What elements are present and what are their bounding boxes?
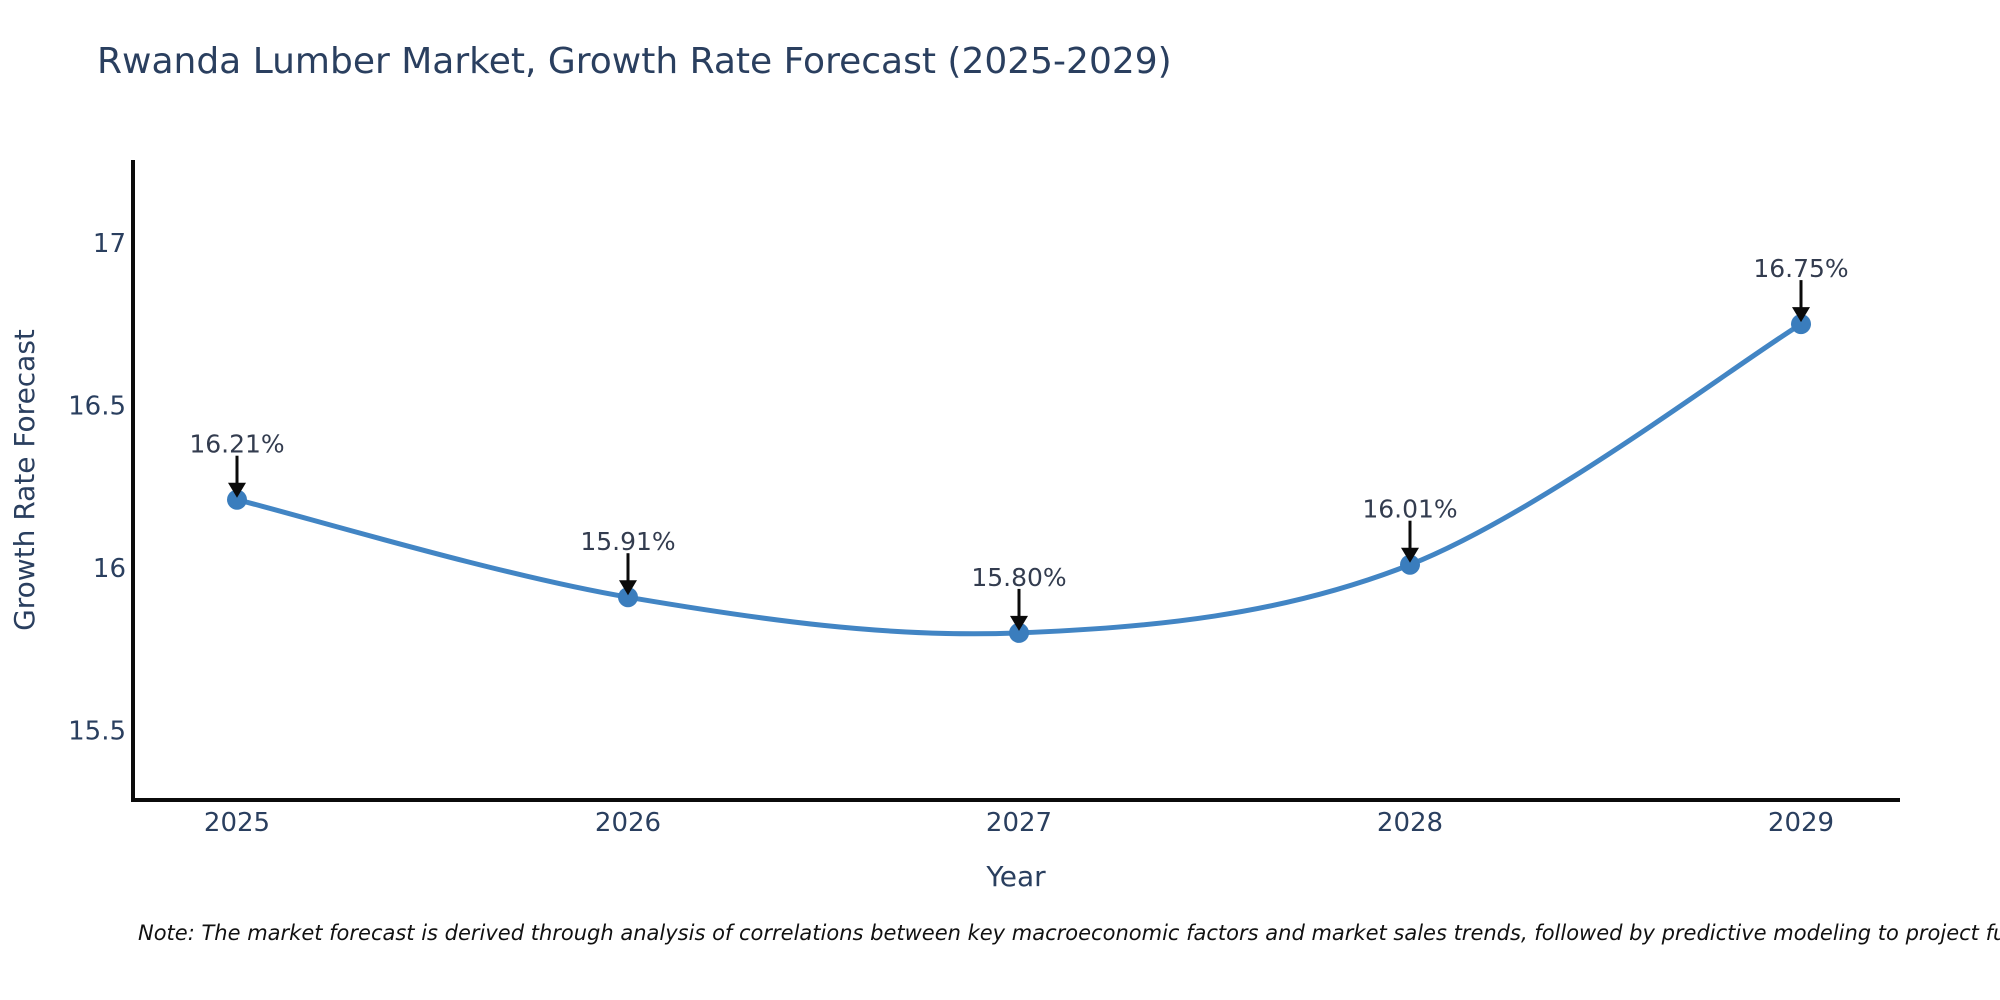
x-tick-label: 2026 [595,808,661,838]
point-annotation-label: 16.75% [1753,254,1848,283]
data-point-marker [1791,314,1811,335]
point-annotation-label: 15.80% [971,563,1066,592]
data-point-marker [227,489,247,510]
y-tick-label: 16.5 [68,391,126,421]
footnote: Note: The market forecast is derived thr… [138,921,2000,945]
point-annotation-label: 16.01% [1362,495,1457,524]
annotation-arrowhead [1401,547,1419,563]
y-tick-label: 16 [93,554,126,584]
data-point-marker [1400,554,1420,575]
chart-title: Rwanda Lumber Market, Growth Rate Foreca… [97,41,1172,82]
x-tick-label: 2028 [1377,808,1443,838]
data-point-marker [618,587,638,608]
point-annotation-label: 16.21% [189,430,284,459]
tick-labels: 15.5 16 16.5 17 2025 2026 2027 2028 2029 [68,229,1834,838]
y-axis-title: Growth Rate Forecast [8,329,41,631]
x-tick-label: 2025 [204,808,270,838]
point-annotations: 16.21% 15.91% 15.80% 16.01% 16.75% [189,254,1849,631]
annotation-arrowhead [228,482,246,498]
x-axis-title: Year [985,860,1046,893]
data-series [227,314,1811,643]
x-tick-label: 2029 [1768,808,1834,838]
annotation-arrowhead [1792,307,1810,323]
axes [131,160,1900,802]
annotation-arrowhead [619,580,637,596]
y-tick-label: 15.5 [68,716,126,746]
x-tick-label: 2027 [986,808,1052,838]
data-point-marker [1009,622,1029,643]
point-annotation-label: 15.91% [580,527,675,556]
annotation-arrowhead [1010,615,1028,631]
y-tick-label: 17 [93,229,126,259]
